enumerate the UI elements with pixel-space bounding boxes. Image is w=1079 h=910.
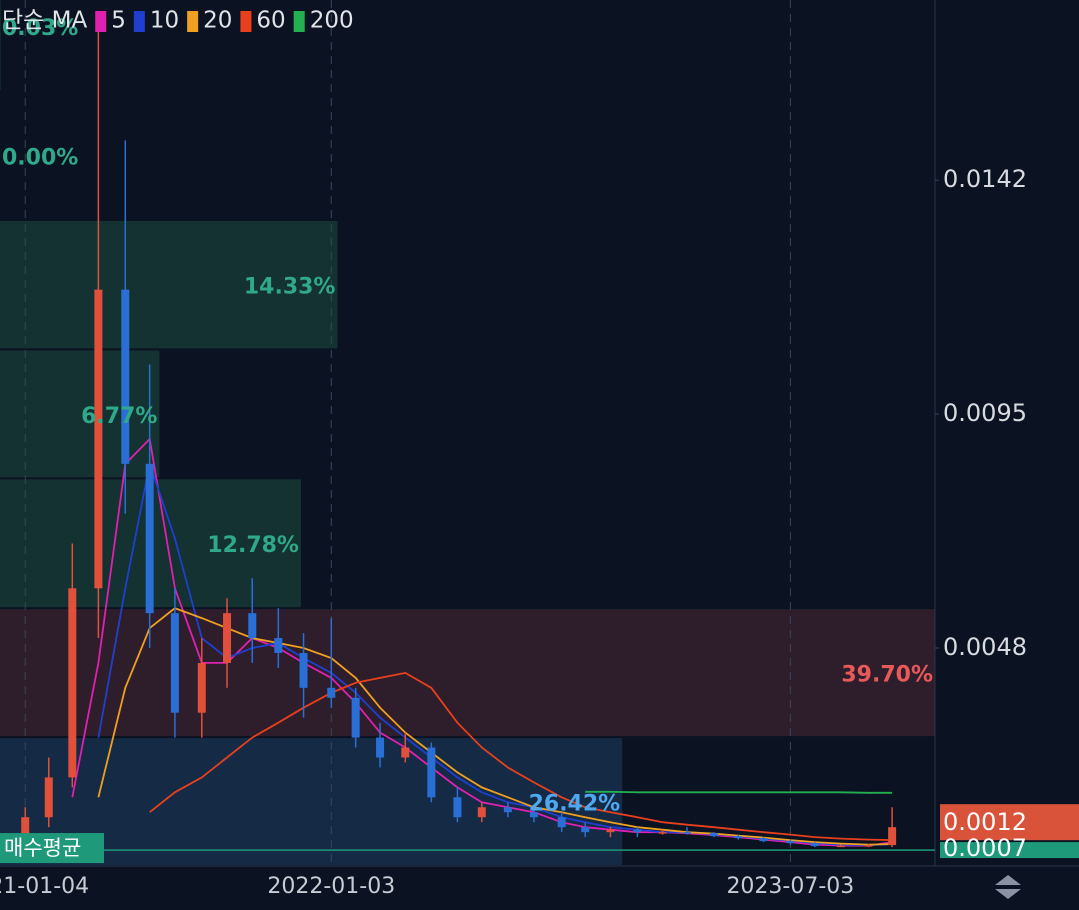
candle-body [557, 817, 566, 828]
legend: 단순 MA 5 10 20 60 200 [2, 8, 354, 34]
candle-body [810, 843, 819, 847]
candle-body [248, 613, 257, 639]
profile-label: 26.42% [529, 792, 621, 817]
candle-body [682, 832, 691, 834]
legend-title: 단순 MA [2, 8, 87, 34]
profile-label: 14.33% [244, 275, 336, 300]
y-tick-label: 0.0142 [943, 165, 1027, 193]
legend-swatch [133, 11, 145, 32]
candle-body [581, 827, 590, 833]
candle-body [477, 807, 486, 818]
candle-body [121, 289, 130, 464]
y-tick-label: 0.0048 [943, 633, 1027, 661]
legend-label: 5 [111, 8, 126, 34]
candle-body [145, 463, 154, 614]
candle-body [633, 829, 642, 833]
candle-body [299, 652, 308, 688]
candle-body [68, 588, 77, 778]
candle-body [274, 638, 283, 653]
grid [24, 0, 791, 866]
candle-body [529, 812, 538, 818]
candle-body [836, 845, 845, 848]
x-tick-label: 2022-01-03 [267, 874, 395, 899]
profile-labels: 26.42% 39.70% 12.78% 6.77% 14.33% 0.00% 0.03% [2, 16, 933, 817]
candle-body [376, 737, 385, 758]
candle-body [197, 662, 206, 713]
candle-body [427, 747, 436, 798]
moving-averages [71, 437, 893, 847]
candle-body [658, 832, 667, 834]
average-tag-bg [0, 833, 104, 864]
profile-label: 12.78% [207, 533, 299, 558]
x-tick-label: 2023-07-03 [726, 874, 854, 899]
candle-body [503, 807, 512, 813]
candle-body [734, 836, 743, 839]
ma-line [585, 790, 893, 794]
legend-swatch [293, 11, 305, 32]
profile-label: 0.00% [2, 145, 78, 170]
price-tag: 0.0012 [943, 808, 1027, 836]
arrow-down[interactable] [995, 889, 1021, 899]
legend-swatch [240, 11, 252, 32]
candle-body [786, 841, 795, 844]
scale-toggle[interactable] [995, 875, 1021, 899]
profile-label: 39.70% [841, 663, 933, 688]
legend-swatch [187, 11, 199, 32]
legend-label: 200 [310, 8, 354, 34]
arrow-up[interactable] [995, 875, 1021, 885]
candle-body [327, 687, 336, 698]
candle-body [606, 829, 615, 833]
legend-swatch [95, 11, 107, 32]
profile-label: 6.77% [81, 404, 157, 429]
profile-label: 0.03% [2, 16, 78, 41]
price-tag-bg [940, 804, 1079, 841]
average-tag: 매수평균 [4, 836, 81, 860]
profile-bar [0, 609, 935, 737]
legend-label: 60 [256, 8, 285, 34]
candle-body [170, 613, 179, 713]
ma-line [97, 607, 893, 846]
candle-body [401, 747, 410, 758]
average-price: 0.0007 [943, 834, 1027, 862]
candle-body [351, 697, 360, 738]
candle-body [759, 838, 768, 842]
ma-line [97, 460, 893, 847]
candle-body [888, 827, 897, 846]
legend-label: 20 [203, 8, 232, 34]
ma-line [149, 671, 893, 841]
y-tick-label: 0.0095 [943, 399, 1027, 427]
candle-body [709, 833, 718, 837]
average-price-bg [940, 842, 1079, 859]
candle-body [223, 613, 232, 663]
candle-body [94, 289, 103, 589]
profile-bar [0, 0, 1, 90]
profile-bar [0, 220, 338, 349]
candles [21, 15, 897, 848]
candle-body [453, 797, 462, 818]
candle-body [21, 817, 30, 835]
candle-body [44, 777, 53, 818]
legend-label: 10 [150, 8, 179, 34]
candle-body [864, 845, 873, 847]
axes: 2021-01-04 2022-01-03 2023-07-03 0.0142 0.00… [0, 165, 1079, 899]
x-tick-label: 2021-01-04 [0, 874, 89, 899]
